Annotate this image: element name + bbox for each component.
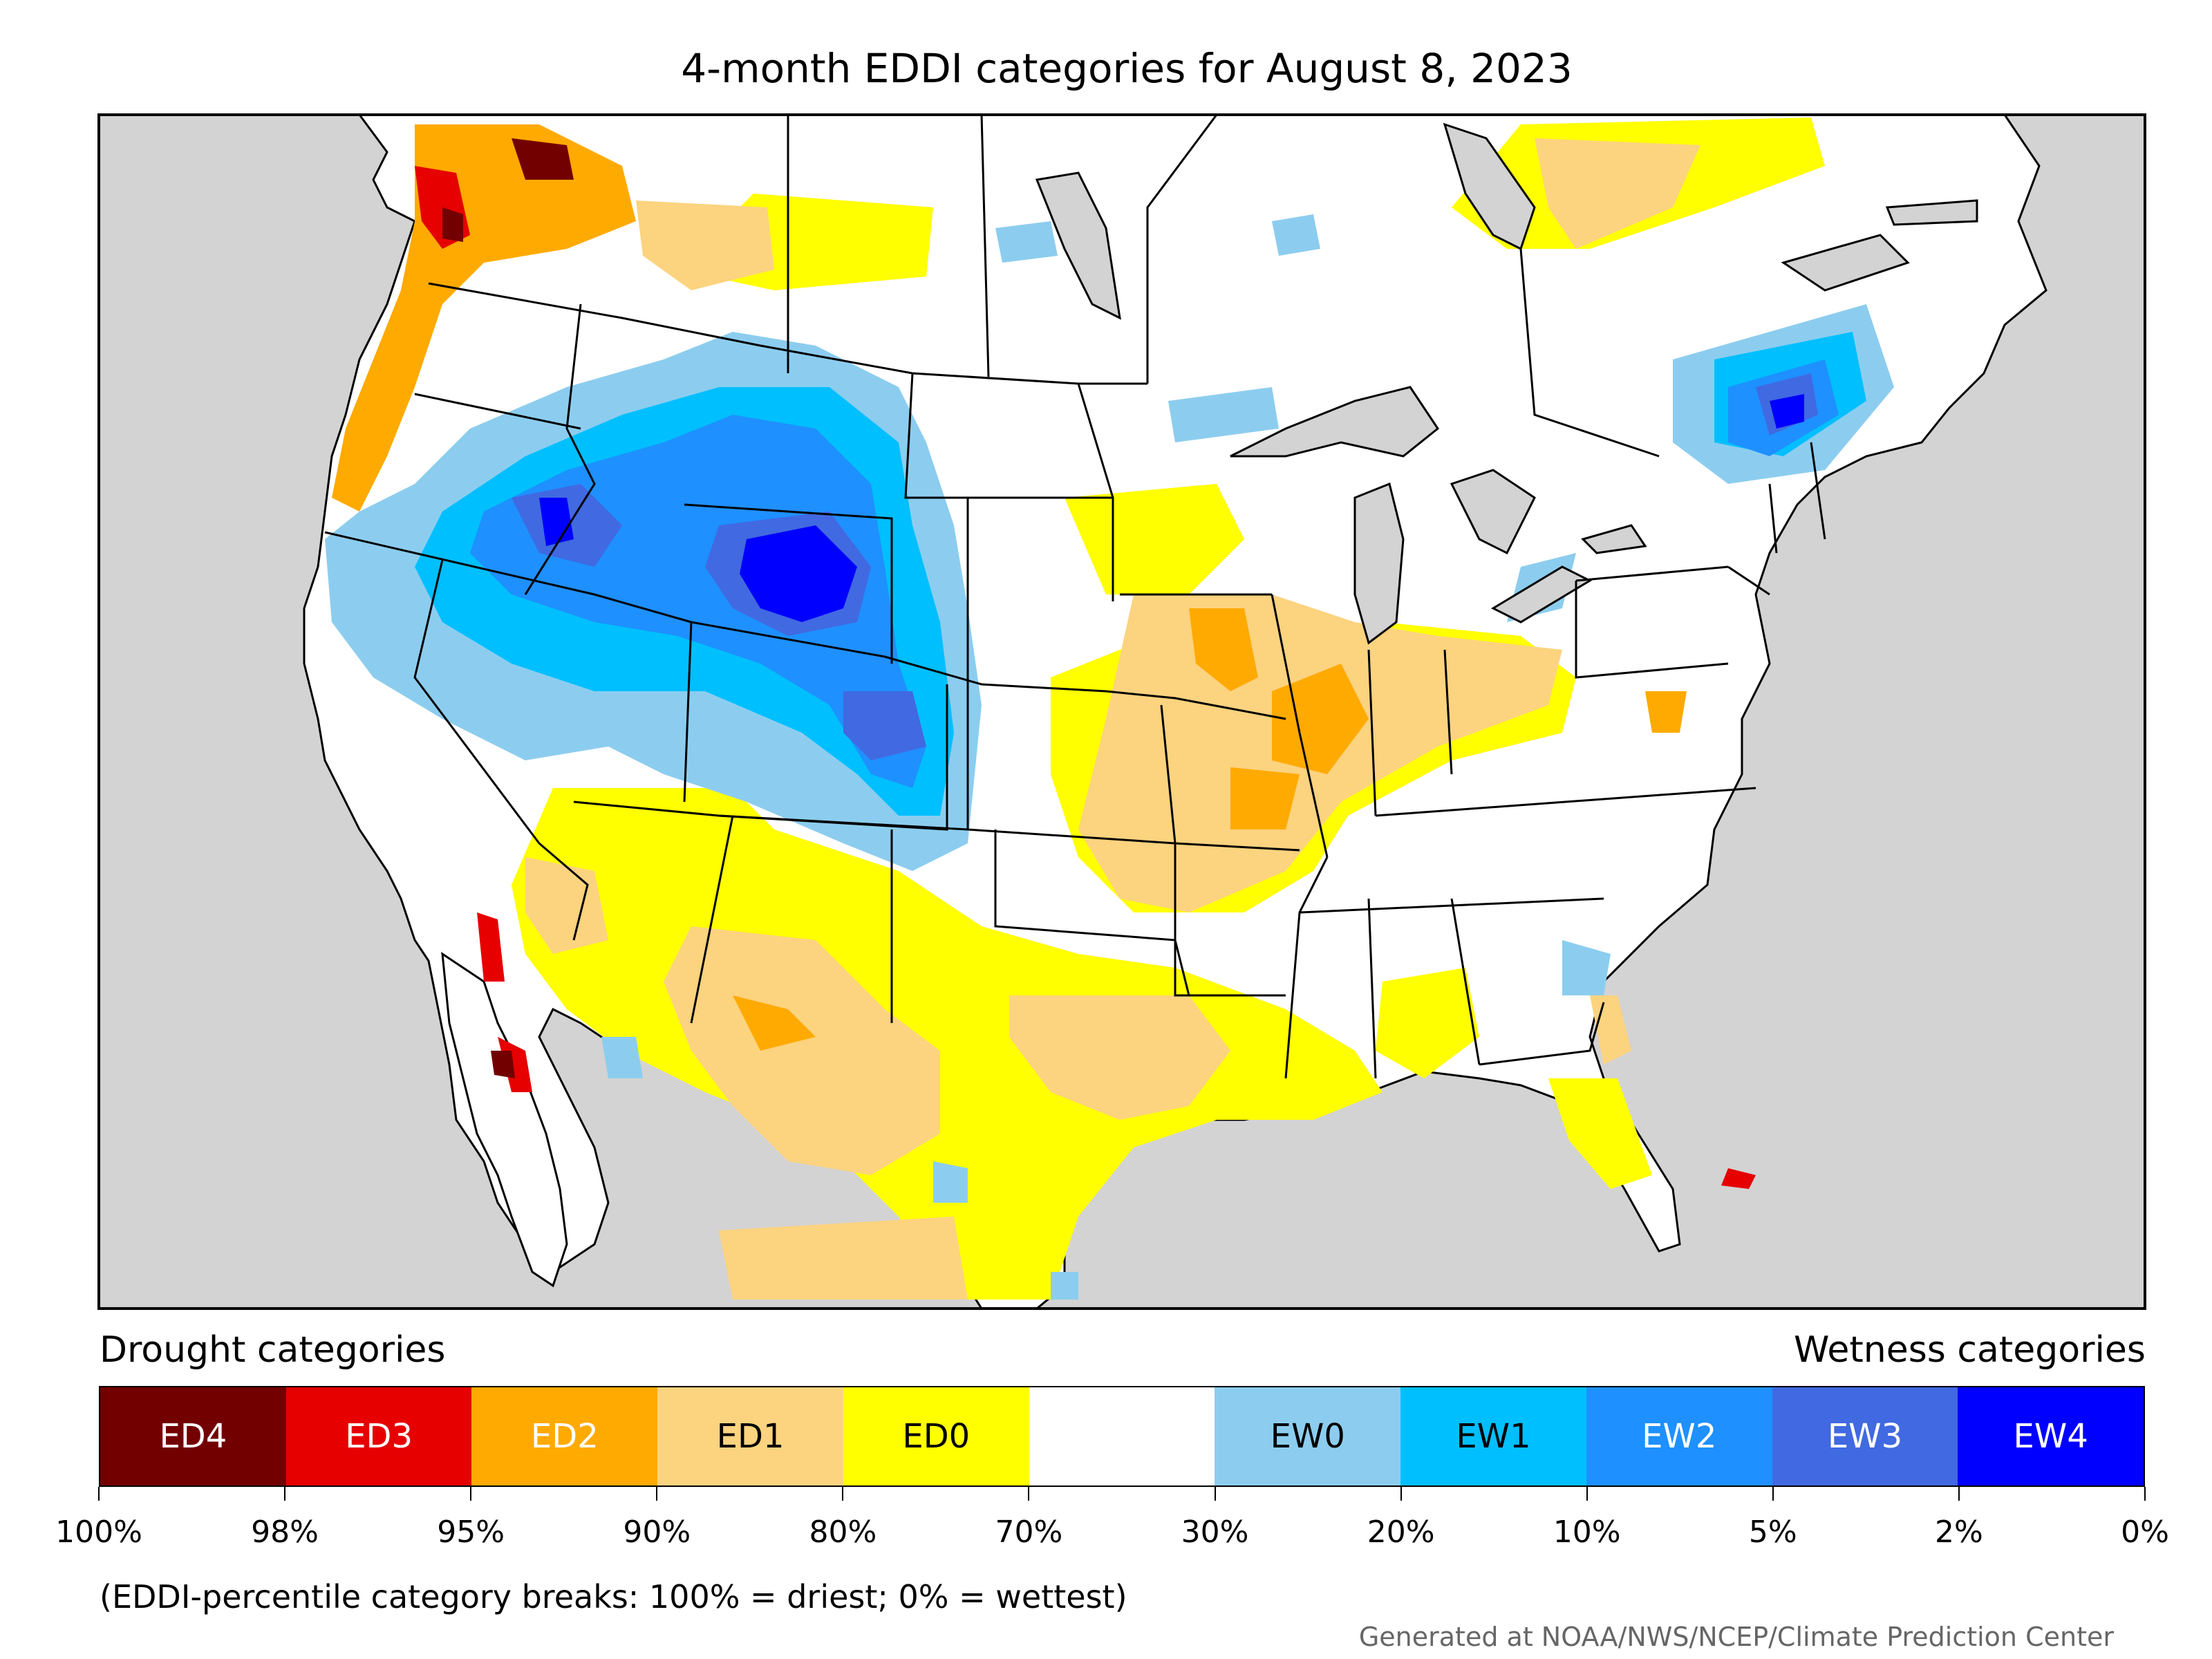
colorbar-tick [1586, 1487, 1588, 1501]
colorbar-tick [656, 1487, 658, 1501]
colorbar-cell-ed4: ED4 [100, 1387, 286, 1485]
colorbar-tick-label: 90% [623, 1515, 691, 1550]
colorbar-cell-neutral [1029, 1387, 1215, 1485]
colorbar-cell-ew1: EW1 [1400, 1387, 1586, 1485]
colorbar-tick-label: 0% [2121, 1515, 2169, 1550]
map-frame [97, 113, 2146, 1310]
colorbar-tick [1400, 1487, 1402, 1501]
colorbar-tick-label: 5% [1748, 1515, 1797, 1550]
category-breaks-footnote: (EDDI-percentile category breaks: 100% =… [100, 1578, 1127, 1615]
colorbar-tick-label: 70% [995, 1515, 1063, 1550]
colorbar-cell-ed2: ED2 [471, 1387, 658, 1485]
colorbar-cell-ew3: EW3 [1772, 1387, 1958, 1485]
credit-line: Generated at NOAA/NWS/NCEP/Climate Predi… [1358, 1622, 2114, 1652]
drought-categories-heading: Drought categories [100, 1329, 446, 1371]
state-boundaries [324, 115, 1826, 1079]
colorbar-tick [470, 1487, 472, 1501]
colorbar-tick [842, 1487, 844, 1501]
colorbar-tick [2144, 1487, 2146, 1501]
colorbar-cell-ed0: ED0 [843, 1387, 1029, 1485]
colorbar-tick-label: 80% [809, 1515, 877, 1550]
colorbar-tick-label: 10% [1553, 1515, 1621, 1550]
water-bodies [1035, 122, 1978, 645]
colorbar-tick [1028, 1487, 1030, 1501]
colorbar-tick [98, 1487, 100, 1501]
colorbar-tick [1958, 1487, 1960, 1501]
colorbar-cell-ew0: EW0 [1215, 1387, 1401, 1485]
colorbar-tick [1214, 1487, 1216, 1501]
wetness-categories-heading: Wetness categories [1794, 1329, 2146, 1371]
colorbar-tick-label: 2% [1935, 1515, 1983, 1550]
baja-peninsula [441, 951, 568, 1288]
colorbar-tick-label: 100% [55, 1515, 142, 1550]
colorbar-tick [1772, 1487, 1774, 1501]
category-colorbar: ED4 ED3 ED2 ED1 ED0 EW0 EW1 EW2 EW3 EW4 [99, 1386, 2145, 1487]
category-fields [325, 118, 1894, 1300]
colorbar-tick-label: 95% [437, 1515, 505, 1550]
colorbar-tick-label: 30% [1181, 1515, 1249, 1550]
colorbar-tick-label: 98% [251, 1515, 319, 1550]
map-title: 4-month EDDI categories for August 8, 20… [681, 45, 1573, 92]
colorbar-cell-ed3: ED3 [285, 1387, 472, 1485]
colorbar-tick [284, 1487, 286, 1501]
colorbar-tick-label: 20% [1367, 1515, 1435, 1550]
colorbar-cell-ed1: ED1 [657, 1387, 843, 1485]
colorbar-cell-ew2: EW2 [1586, 1387, 1772, 1485]
colorbar-cell-ew4: EW4 [1958, 1387, 2144, 1485]
